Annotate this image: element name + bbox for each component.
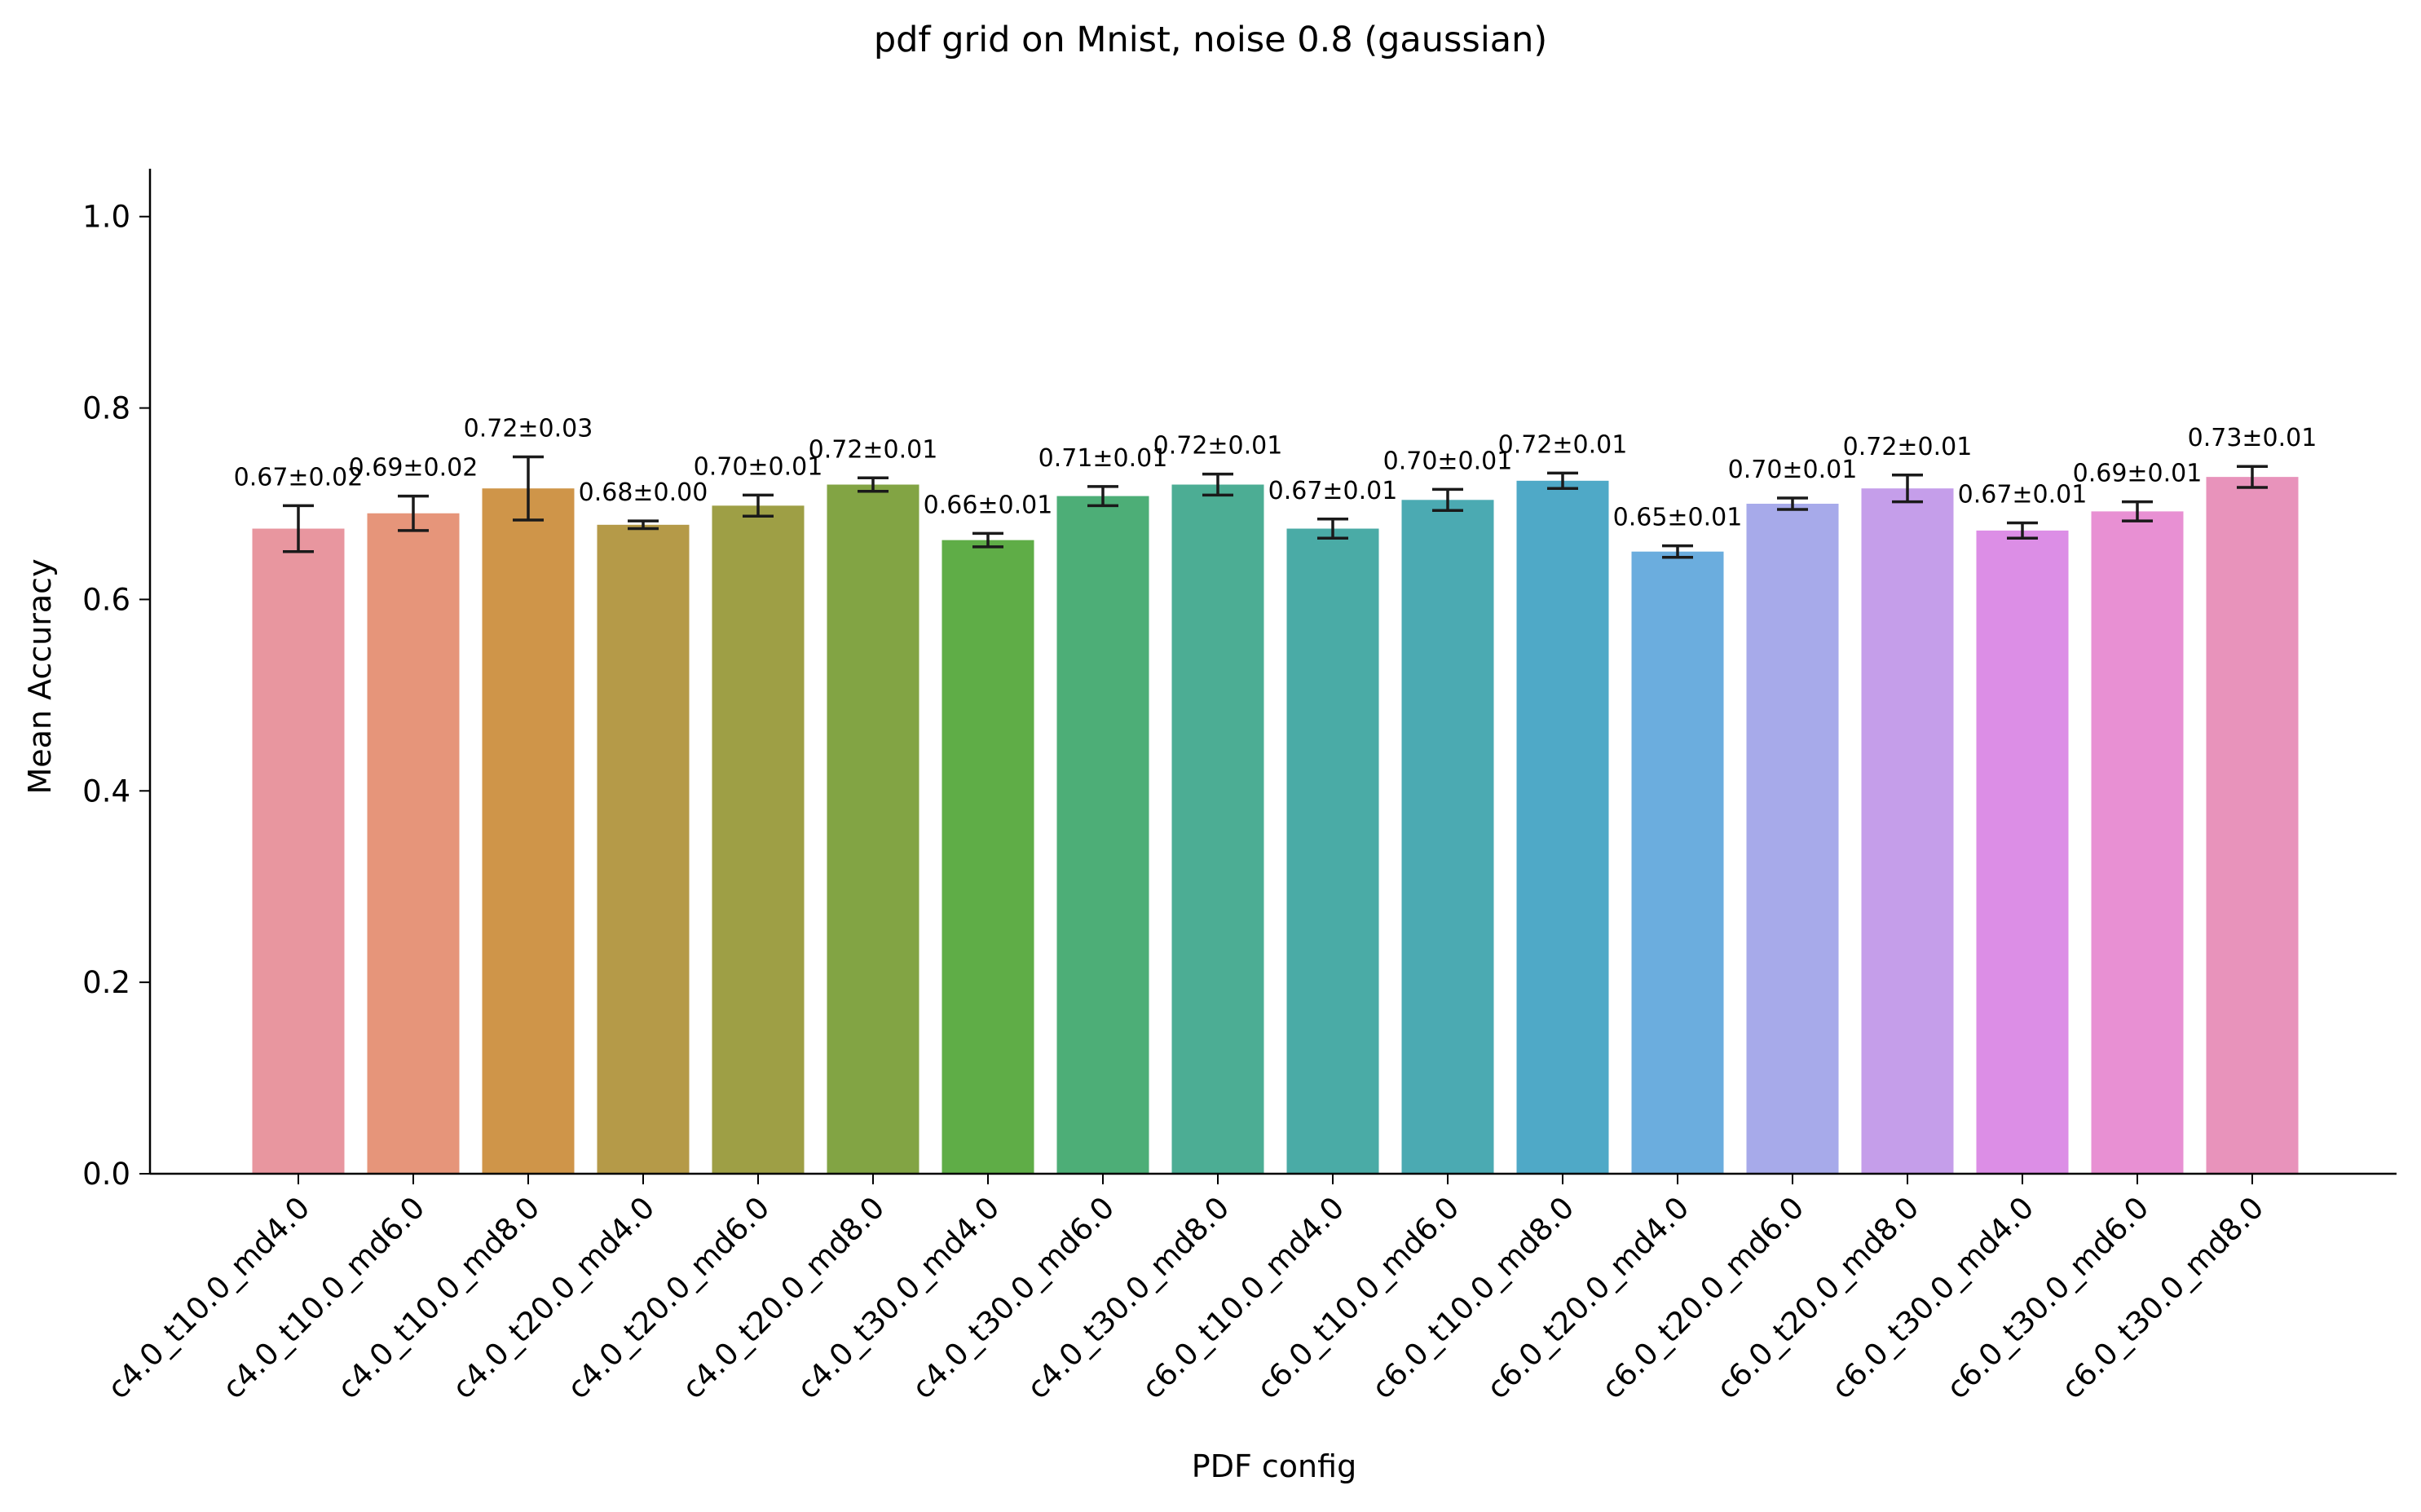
error-bar-c4.0_t20.0_md4.0 [628, 519, 659, 531]
data-label-c6.0_t20.0_md4.0: 0.65±0.01 [1613, 504, 1743, 532]
x-tick-label: c6.0_t30.0_md4.0 [1825, 1190, 2041, 1406]
bar-c4.0_t20.0_md8.0 [827, 484, 919, 1174]
error-bar-c6.0_t30.0_md4.0 [2007, 521, 2038, 540]
x-tick-label: c6.0_t30.0_md6.0 [1940, 1190, 2156, 1406]
x-tick-label: c6.0_t10.0_md8.0 [1365, 1190, 1581, 1406]
data-label-c4.0_t10.0_md6.0: 0.69±0.02 [349, 454, 478, 483]
data-label-c4.0_t10.0_md4.0: 0.67±0.02 [234, 463, 364, 492]
bar-c6.0_t10.0_md8.0 [1516, 480, 1609, 1174]
bar-c4.0_t30.0_md8.0 [1171, 484, 1264, 1174]
error-bar-c6.0_t20.0_md6.0 [1777, 496, 1808, 511]
y-tick-label: 0.6 [82, 582, 130, 617]
bar-c6.0_t30.0_md8.0 [2206, 477, 2299, 1174]
bar-c6.0_t20.0_md8.0 [1861, 488, 1954, 1174]
bar-c4.0_t10.0_md4.0 [252, 528, 345, 1174]
data-label-c6.0_t30.0_md8.0: 0.73±0.01 [2188, 424, 2317, 452]
x-tick-label: c4.0_t10.0_md8.0 [331, 1190, 547, 1406]
x-tick-label: c4.0_t20.0_md8.0 [676, 1190, 892, 1406]
data-label-c4.0_t20.0_md6.0: 0.70±0.01 [694, 452, 823, 481]
x-ticks: c4.0_t10.0_md4.0c4.0_t10.0_md6.0c4.0_t10… [101, 1174, 2271, 1406]
x-tick-label: c4.0_t10.0_md4.0 [101, 1190, 317, 1406]
error-bar-c6.0_t20.0_md4.0 [1662, 544, 1693, 559]
data-label-c4.0_t10.0_md8.0: 0.72±0.03 [464, 414, 593, 443]
x-tick-label: c6.0_t20.0_md6.0 [1595, 1190, 1811, 1406]
error-bar-c4.0_t20.0_md8.0 [858, 476, 889, 493]
x-axis-label: PDF config [1192, 1448, 1356, 1484]
data-label-c6.0_t10.0_md8.0: 0.72±0.01 [1498, 430, 1628, 459]
error-bar-c6.0_t10.0_md4.0 [1317, 518, 1348, 540]
data-label-c6.0_t30.0_md4.0: 0.67±0.01 [1958, 480, 2088, 509]
error-bar-c4.0_t20.0_md6.0 [743, 493, 774, 518]
error-bar-c6.0_t30.0_md8.0 [2237, 465, 2268, 489]
y-tick-label: 0.2 [82, 965, 130, 1000]
data-label-c6.0_t10.0_md6.0: 0.70±0.01 [1383, 447, 1513, 475]
data-label-c6.0_t20.0_md6.0: 0.70±0.01 [1728, 456, 1858, 484]
bar-c6.0_t20.0_md6.0 [1746, 504, 1839, 1174]
data-label-c4.0_t20.0_md4.0: 0.68±0.00 [579, 478, 708, 507]
bar-c6.0_t20.0_md4.0 [1631, 551, 1724, 1174]
error-bars [283, 455, 2268, 559]
x-tick-label: c6.0_t10.0_md6.0 [1250, 1190, 1466, 1406]
data-label-c6.0_t10.0_md4.0: 0.67±0.01 [1268, 477, 1398, 505]
error-bar-c4.0_t10.0_md6.0 [398, 494, 429, 532]
error-bar-c4.0_t30.0_md6.0 [1087, 485, 1118, 508]
data-label-c4.0_t30.0_md8.0: 0.72±0.01 [1153, 432, 1283, 461]
bar-c6.0_t10.0_md6.0 [1401, 500, 1494, 1174]
bar-c4.0_t10.0_md8.0 [482, 488, 575, 1174]
bar-c4.0_t30.0_md6.0 [1056, 496, 1149, 1174]
error-bar-c4.0_t30.0_md4.0 [972, 531, 1003, 549]
x-tick-label: c4.0_t30.0_md6.0 [906, 1190, 1122, 1406]
y-tick-label: 0.8 [82, 391, 130, 426]
x-tick-label: c6.0_t10.0_md4.0 [1136, 1190, 1352, 1406]
error-bar-c4.0_t30.0_md8.0 [1202, 472, 1233, 497]
y-tick-label: 0.0 [82, 1157, 130, 1192]
data-label-c4.0_t30.0_md6.0: 0.71±0.01 [1039, 444, 1168, 473]
error-bar-c6.0_t10.0_md6.0 [1432, 487, 1463, 512]
bar-c4.0_t10.0_md6.0 [367, 513, 460, 1174]
data-label-c6.0_t30.0_md6.0: 0.69±0.01 [2073, 460, 2203, 488]
error-bar-c4.0_t10.0_md8.0 [513, 455, 544, 522]
data-labels: 0.67±0.020.69±0.020.72±0.030.68±0.000.70… [234, 414, 2317, 531]
bar-c6.0_t30.0_md4.0 [1976, 530, 2069, 1174]
error-bar-c4.0_t10.0_md4.0 [283, 504, 314, 553]
x-tick-label: c4.0_t20.0_md4.0 [446, 1190, 662, 1406]
bar-c4.0_t30.0_md4.0 [942, 540, 1034, 1174]
error-bar-c6.0_t30.0_md6.0 [2122, 500, 2153, 522]
bars [252, 477, 2299, 1174]
x-tick-label: c6.0_t20.0_md8.0 [1710, 1190, 1926, 1406]
bar-c4.0_t20.0_md4.0 [597, 524, 690, 1174]
chart-title: pdf grid on Mnist, noise 0.8 (gaussian) [874, 20, 1547, 60]
y-tick-label: 0.4 [82, 774, 130, 809]
x-tick-label: c4.0_t10.0_md6.0 [216, 1190, 432, 1406]
data-label-c4.0_t30.0_md4.0: 0.66±0.01 [924, 491, 1053, 519]
x-tick-label: c4.0_t30.0_md8.0 [1021, 1190, 1237, 1406]
y-ticks: 0.0 0.2 0.4 0.6 0.8 1.0 [82, 200, 150, 1192]
data-label-c6.0_t20.0_md8.0: 0.72±0.01 [1843, 433, 1973, 461]
bar-c6.0_t30.0_md6.0 [2091, 511, 2184, 1174]
error-bar-c6.0_t20.0_md8.0 [1892, 474, 1923, 504]
bar-c6.0_t10.0_md4.0 [1286, 528, 1379, 1174]
x-tick-label: c4.0_t20.0_md6.0 [561, 1190, 777, 1406]
y-axis-label: Mean Accuracy [22, 558, 58, 794]
error-bar-c6.0_t10.0_md8.0 [1547, 471, 1578, 490]
x-tick-label: c4.0_t30.0_md4.0 [791, 1190, 1007, 1406]
data-label-c4.0_t20.0_md8.0: 0.72±0.01 [809, 435, 938, 464]
x-tick-label: c6.0_t30.0_md8.0 [2055, 1190, 2271, 1406]
y-tick-label: 1.0 [82, 200, 130, 235]
bar-c4.0_t20.0_md6.0 [712, 505, 805, 1174]
x-tick-label: c6.0_t20.0_md4.0 [1480, 1190, 1696, 1406]
